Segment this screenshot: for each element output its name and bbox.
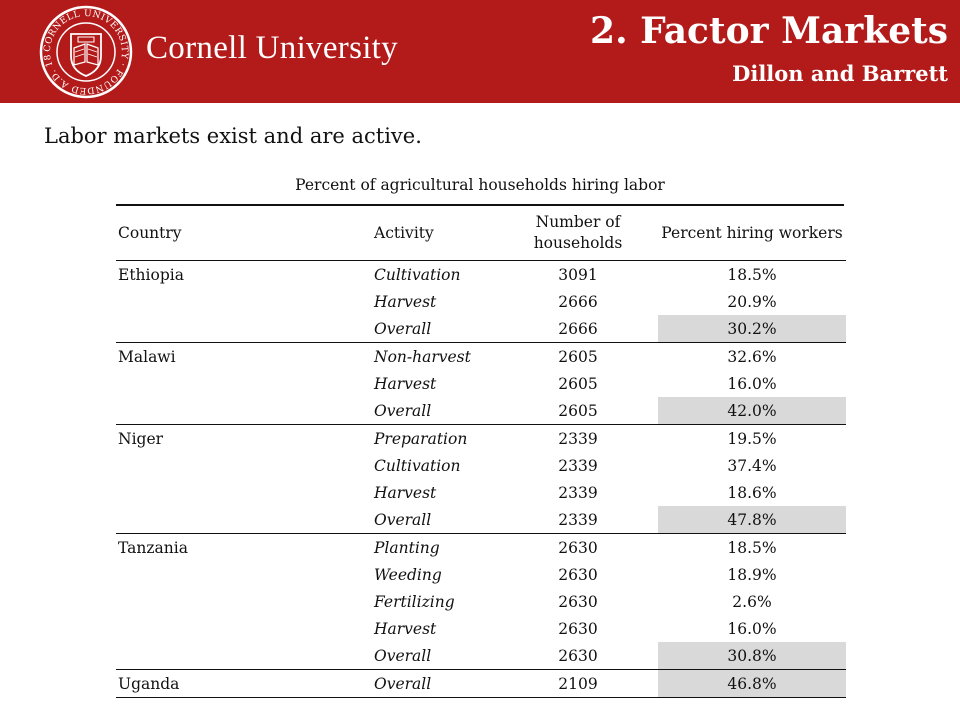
cell-activity: Harvest xyxy=(374,374,437,393)
column-header-country: Country xyxy=(116,206,374,261)
table-header-row: Country Activity Number of households Pe… xyxy=(116,206,846,261)
cell-activity: Harvest xyxy=(374,483,437,502)
table-row: Niger Preparation 2339 19.5% xyxy=(116,424,846,452)
cell-country xyxy=(116,315,374,343)
hiring-labor-table: Country Activity Number of households Pe… xyxy=(116,206,846,698)
cell-country xyxy=(116,452,374,479)
cell-country xyxy=(116,588,374,615)
cell-activity: Cultivation xyxy=(374,456,461,475)
header-banner: CORNELL UNIVERSITY · FOUNDED A.D. 1865 C… xyxy=(0,0,960,103)
column-header-activity: Activity xyxy=(374,206,498,261)
cell-country xyxy=(116,642,374,670)
cell-households: 2630 xyxy=(498,533,658,561)
cell-percent: 2.6% xyxy=(732,592,772,611)
cell-households: 2666 xyxy=(558,319,598,338)
cell-households: 2109 xyxy=(498,669,658,698)
cell-households: 2630 xyxy=(558,646,598,665)
cell-percent: 32.6% xyxy=(658,342,846,370)
cell-activity: Overall xyxy=(374,319,432,338)
table-row: Harvest 2339 18.6% xyxy=(116,479,846,506)
table-row: Fertilizing 2630 2.6% xyxy=(116,588,846,615)
cell-country: Malawi xyxy=(116,342,374,370)
cell-households: 2605 xyxy=(558,401,598,420)
cell-country xyxy=(116,397,374,425)
cell-country xyxy=(116,615,374,642)
table-caption: Percent of agricultural households hirin… xyxy=(295,176,665,194)
table-row: Weeding 2630 18.9% xyxy=(116,561,846,588)
cell-households: 2605 xyxy=(498,342,658,370)
cell-percent: 19.5% xyxy=(658,424,846,452)
cornell-seal-logo: CORNELL UNIVERSITY · FOUNDED A.D. 1865 xyxy=(38,4,133,99)
cell-households: 2339 xyxy=(558,510,598,529)
cell-activity: Overall xyxy=(374,646,432,665)
cell-households: 3091 xyxy=(558,265,598,284)
slide-title: 2. Factor Markets xyxy=(590,10,948,52)
cell-activity: Non-harvest xyxy=(374,342,498,370)
cell-percent: 16.0% xyxy=(727,374,777,393)
cell-country xyxy=(116,370,374,397)
intro-text: Labor markets exist and are active. xyxy=(44,124,422,148)
cell-percent: 18.5% xyxy=(727,265,777,284)
table-row: Overall 2605 42.0% xyxy=(116,397,846,425)
cell-households: 2630 xyxy=(558,619,598,638)
cell-percent: 47.8% xyxy=(658,506,846,534)
table-row: Harvest 2630 16.0% xyxy=(116,615,846,642)
cell-percent: 42.0% xyxy=(658,397,846,425)
cell-households: 2339 xyxy=(558,456,598,475)
cell-country xyxy=(116,561,374,588)
cell-country: Tanzania xyxy=(116,533,374,561)
cell-percent: 16.0% xyxy=(727,619,777,638)
table-row: Uganda Overall 2109 46.8% xyxy=(116,669,846,698)
table-row: Harvest 2666 20.9% xyxy=(116,288,846,315)
cell-households: 2339 xyxy=(498,424,658,452)
table-row: Malawi Non-harvest 2605 32.6% xyxy=(116,342,846,370)
cell-percent: 46.8% xyxy=(658,669,846,698)
cell-percent: 20.9% xyxy=(727,292,777,311)
column-header-households: Number of households xyxy=(498,206,658,261)
table-body: Ethiopia Cultivation 3091 18.5% Harvest 2666 2… xyxy=(116,261,846,698)
cell-activity: Overall xyxy=(374,669,498,698)
table-row: Overall 2666 30.2% xyxy=(116,315,846,343)
cell-percent: 30.8% xyxy=(658,642,846,670)
cell-activity: Weeding xyxy=(374,565,442,584)
university-name: Cornell University xyxy=(146,30,398,66)
cell-activity: Harvest xyxy=(374,619,437,638)
table-row: Ethiopia Cultivation 3091 18.5% xyxy=(116,261,846,289)
cell-households: 2339 xyxy=(558,483,598,502)
cell-activity: Overall xyxy=(374,401,432,420)
table-top-rule xyxy=(116,204,844,206)
cell-country xyxy=(116,288,374,315)
cell-country: Uganda xyxy=(116,669,374,698)
cell-country: Niger xyxy=(116,424,374,452)
cell-percent: 37.4% xyxy=(727,456,777,475)
slide-subtitle: Dillon and Barrett xyxy=(732,61,948,86)
cell-activity: Overall xyxy=(374,510,432,529)
cell-activity: Fertilizing xyxy=(374,592,455,611)
cell-households: 2605 xyxy=(558,374,598,393)
cell-households: 2630 xyxy=(558,565,598,584)
table-row: Tanzania Planting 2630 18.5% xyxy=(116,533,846,561)
cell-households: 2666 xyxy=(558,292,598,311)
column-header-percent: Percent hiring workers xyxy=(658,206,846,261)
cell-activity: Preparation xyxy=(374,424,498,452)
table-row: Overall 2339 47.8% xyxy=(116,506,846,534)
cell-country: Ethiopia xyxy=(118,265,184,284)
table-row: Cultivation 2339 37.4% xyxy=(116,452,846,479)
cell-activity: Harvest xyxy=(374,292,437,311)
cell-percent: 18.9% xyxy=(727,565,777,584)
cell-percent: 18.6% xyxy=(727,483,777,502)
cell-percent: 18.5% xyxy=(658,533,846,561)
cell-country xyxy=(116,479,374,506)
table-row: Overall 2630 30.8% xyxy=(116,642,846,670)
cell-country xyxy=(116,506,374,534)
cell-percent: 30.2% xyxy=(658,315,846,343)
table-row: Harvest 2605 16.0% xyxy=(116,370,846,397)
cell-households: 2630 xyxy=(558,592,598,611)
cell-activity: Planting xyxy=(374,533,498,561)
cell-activity: Cultivation xyxy=(374,265,461,284)
